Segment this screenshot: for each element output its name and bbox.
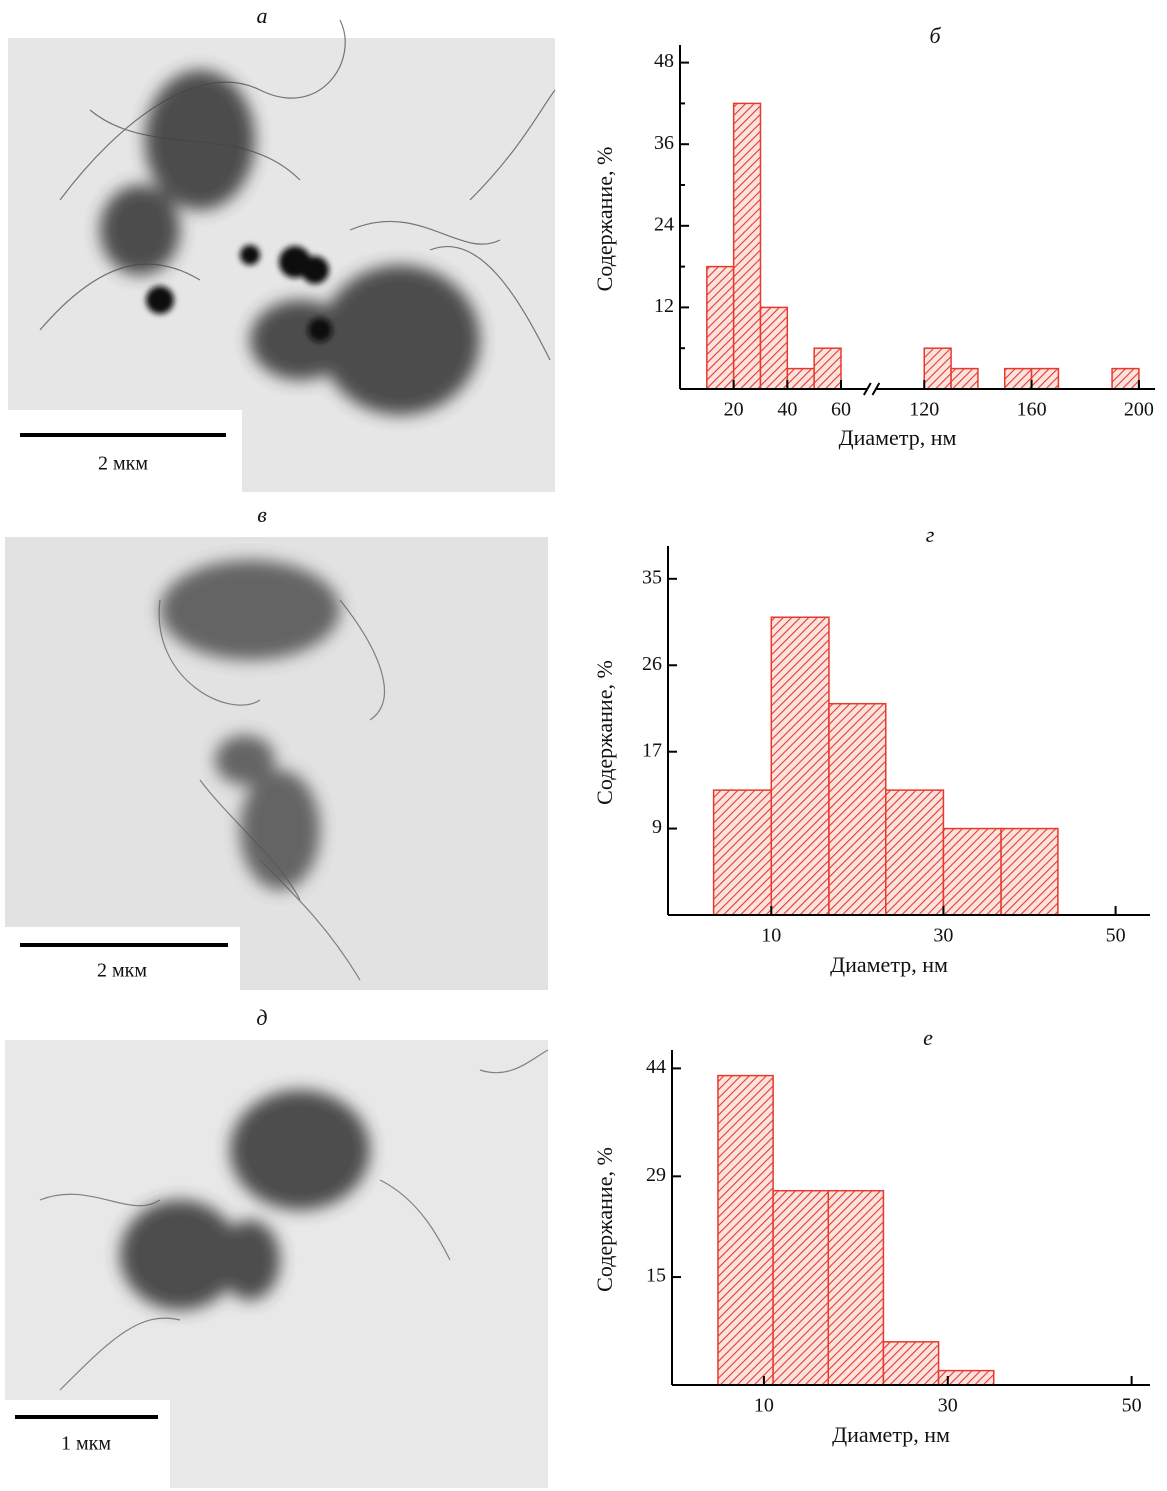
bar — [706, 265, 735, 390]
bar — [772, 1189, 830, 1386]
bar — [1000, 827, 1059, 916]
bar — [770, 616, 830, 916]
scale-bar-label: 2 мкм — [97, 960, 147, 982]
y-tick-label: 12 — [654, 295, 674, 317]
y-tick-label: 36 — [654, 132, 674, 154]
y-tick-label: 15 — [646, 1265, 666, 1287]
x-tick-label: 40 — [777, 399, 797, 421]
scale-bar-label: 2 мкм — [98, 453, 148, 475]
micrograph: 2 мкм а — [8, 3, 556, 492]
panel-label: д — [256, 1005, 267, 1030]
y-tick-label: 44 — [646, 1056, 666, 1078]
histogram: 15 29 44 10 30 50 е Диаметр, нм Содержание, % — [592, 1025, 1150, 1447]
y-tick-label: 17 — [642, 739, 662, 761]
bar — [813, 347, 842, 390]
bar — [885, 789, 945, 916]
bar — [942, 827, 1002, 916]
axis-break — [863, 382, 872, 396]
y-tick-label: 29 — [646, 1164, 666, 1186]
y-axis-title: Содержание, % — [592, 1147, 617, 1292]
x-tick-label: 10 — [754, 1395, 774, 1417]
bar — [1030, 367, 1060, 390]
x-tick-label: 50 — [1106, 925, 1126, 947]
bar — [828, 702, 887, 916]
bar — [786, 367, 815, 390]
chart-title: б — [929, 23, 941, 48]
x-axis-title: Диаметр, нм — [830, 952, 948, 977]
bar — [950, 367, 979, 390]
x-tick-label: 160 — [1017, 399, 1047, 421]
x-tick-label: 120 — [909, 399, 939, 421]
chart-title: е — [923, 1025, 933, 1050]
bar — [1003, 367, 1033, 390]
y-tick-label: 24 — [654, 213, 674, 235]
panel-label: в — [257, 502, 267, 527]
bar — [712, 789, 773, 916]
micrograph: 2 мкм в — [5, 502, 548, 990]
bar — [882, 1341, 940, 1386]
x-tick-label: 50 — [1122, 1395, 1142, 1417]
scale-bar-label: 1 мкм — [61, 1433, 111, 1455]
y-axis-title: Содержание, % — [592, 147, 617, 292]
y-axis-title: Содержание, % — [592, 660, 617, 805]
x-tick-label: 20 — [724, 399, 744, 421]
bar — [827, 1189, 885, 1386]
histogram: 12 24 36 48 20 40 60 120 160 200 б Диаметр, нм Содер… — [592, 23, 1155, 450]
micrograph: 1 мкм д — [5, 1005, 549, 1488]
y-tick-label: 48 — [654, 50, 674, 72]
bar — [759, 306, 789, 390]
histogram: 9 17 26 35 10 30 50 г Диаметр, нм Содержание, % — [592, 522, 1150, 977]
chart-title: г — [926, 522, 935, 547]
x-tick-label: 200 — [1124, 399, 1154, 421]
y-tick-label: 9 — [652, 816, 662, 838]
panel-label: а — [257, 3, 268, 28]
y-tick-label: 26 — [642, 653, 662, 675]
bar — [732, 102, 762, 390]
x-tick-label: 30 — [938, 1395, 958, 1417]
axis-break — [871, 382, 881, 396]
x-tick-label: 10 — [761, 925, 781, 947]
bar — [923, 347, 952, 390]
x-tick-label: 60 — [831, 399, 851, 421]
x-axis-title: Диаметр, нм — [839, 425, 957, 450]
bar — [1111, 367, 1140, 390]
y-tick-label: 35 — [642, 566, 662, 588]
x-tick-label: 30 — [933, 925, 953, 947]
x-axis-title: Диаметр, нм — [832, 1422, 950, 1447]
bar — [717, 1074, 774, 1386]
